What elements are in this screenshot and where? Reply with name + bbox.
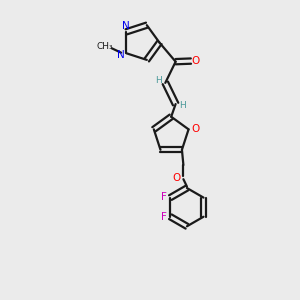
Text: CH₃: CH₃: [97, 42, 113, 51]
Text: N: N: [122, 22, 130, 32]
Text: O: O: [192, 56, 200, 66]
Text: H: H: [155, 76, 162, 85]
Text: H: H: [179, 101, 185, 110]
Text: F: F: [161, 212, 167, 222]
Text: F: F: [161, 192, 167, 202]
Text: N: N: [117, 50, 125, 60]
Text: O: O: [191, 124, 199, 134]
Text: O: O: [172, 173, 181, 183]
